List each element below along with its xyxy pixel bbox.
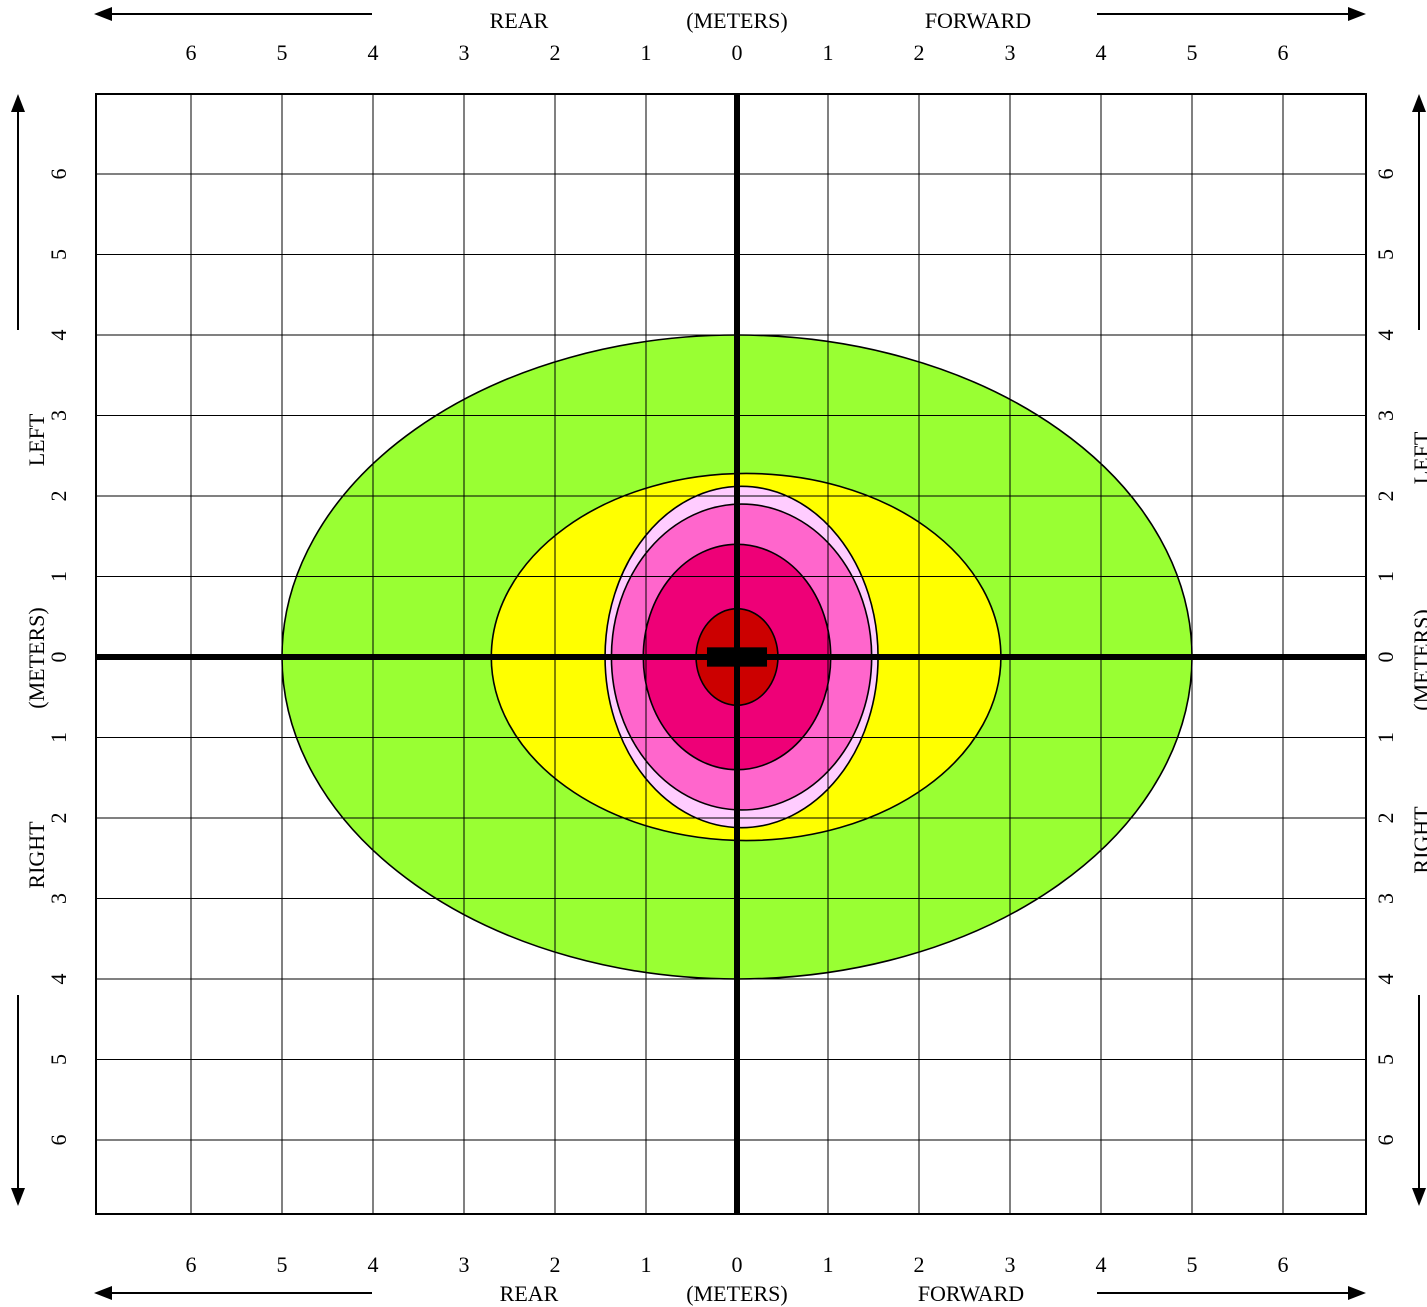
header-rear-arrowhead — [94, 7, 112, 21]
right-side-down-arrowhead — [1412, 1188, 1426, 1206]
center-marker — [706, 647, 768, 667]
right-side-left-label: LEFT — [1409, 431, 1427, 484]
x-tick-label-top: 5 — [1187, 40, 1198, 65]
x-tick-label-top: 2 — [550, 40, 561, 65]
right-side-right-label: RIGHT — [1409, 806, 1427, 874]
x-tick-label-bottom: 6 — [186, 1252, 197, 1277]
x-tick-label-bottom: 4 — [368, 1252, 379, 1277]
x-tick-label-bottom: 1 — [641, 1252, 652, 1277]
x-tick-label-bottom: 3 — [1005, 1252, 1016, 1277]
y-tick-label-left: 3 — [46, 893, 71, 904]
y-tick-label-left: 4 — [46, 330, 71, 341]
x-tick-label-bottom: 6 — [1278, 1252, 1289, 1277]
x-tick-label-top: 1 — [823, 40, 834, 65]
footer-forward-label: FORWARD — [918, 1281, 1024, 1306]
y-tick-label-right: 0 — [1373, 652, 1398, 663]
top-tick-labels: 6 5 4 3 2 1 0 1 2 3 4 5 6 — [186, 40, 1289, 65]
header-units-label: (METERS) — [686, 8, 787, 33]
header-rear-label: REAR — [490, 8, 549, 33]
footer-forward-arrowhead — [1348, 1286, 1366, 1300]
left-side-up-arrowhead — [11, 94, 25, 112]
x-tick-label-top: 6 — [1278, 40, 1289, 65]
x-tick-label-bottom: 1 — [823, 1252, 834, 1277]
y-tick-label-left: 5 — [46, 1054, 71, 1065]
y-tick-label-left: 1 — [46, 732, 71, 743]
y-tick-label-left: 4 — [46, 974, 71, 985]
y-tick-label-right: 3 — [1373, 410, 1398, 421]
x-tick-label-top: 4 — [1096, 40, 1107, 65]
y-tick-label-right: 5 — [1373, 1054, 1398, 1065]
x-tick-label-bottom: 5 — [1187, 1252, 1198, 1277]
footer-units-label: (METERS) — [686, 1281, 787, 1306]
x-tick-label-bottom: 4 — [1096, 1252, 1107, 1277]
y-tick-label-right: 5 — [1373, 249, 1398, 260]
x-tick-label-top: 6 — [186, 40, 197, 65]
x-tick-label-bottom: 0 — [732, 1252, 743, 1277]
left-side-left-label: LEFT — [24, 413, 49, 466]
x-tick-label-bottom: 2 — [914, 1252, 925, 1277]
x-tick-label-top: 5 — [277, 40, 288, 65]
right-side-units-label: (METERS) — [1409, 609, 1427, 710]
x-tick-label-top: 3 — [1005, 40, 1016, 65]
y-tick-label-left: 6 — [46, 1135, 71, 1146]
y-tick-label-left: 2 — [46, 813, 71, 824]
y-tick-label-left: 6 — [46, 169, 71, 180]
y-tick-label-right: 1 — [1373, 732, 1398, 743]
y-tick-label-right: 1 — [1373, 571, 1398, 582]
left-side-right-label: RIGHT — [24, 821, 49, 889]
y-tick-label-right: 4 — [1373, 330, 1398, 341]
footer-rear-arrowhead — [94, 1286, 112, 1300]
x-tick-label-top: 3 — [459, 40, 470, 65]
footer-rear-label: REAR — [500, 1281, 559, 1306]
y-tick-label-left: 5 — [46, 249, 71, 260]
y-tick-label-left: 2 — [46, 491, 71, 502]
y-tick-label-left: 1 — [46, 571, 71, 582]
bottom-tick-labels: 6 5 4 3 2 1 0 1 2 3 4 5 6 — [186, 1252, 1289, 1277]
x-tick-label-top: 1 — [641, 40, 652, 65]
y-tick-label-right: 6 — [1373, 169, 1398, 180]
y-tick-label-right: 4 — [1373, 974, 1398, 985]
left-side-down-arrowhead — [11, 1188, 25, 1206]
header-forward-label: FORWARD — [925, 8, 1031, 33]
x-tick-label-bottom: 3 — [459, 1252, 470, 1277]
x-tick-label-top: 0 — [732, 40, 743, 65]
marker-layer — [706, 647, 768, 667]
y-tick-label-right: 3 — [1373, 893, 1398, 904]
x-tick-label-bottom: 5 — [277, 1252, 288, 1277]
y-tick-label-right: 2 — [1373, 491, 1398, 502]
y-tick-label-left: 3 — [46, 410, 71, 421]
y-tick-label-left: 0 — [46, 652, 71, 663]
y-tick-label-right: 2 — [1373, 813, 1398, 824]
header-forward-arrowhead — [1348, 7, 1366, 21]
x-tick-label-bottom: 2 — [550, 1252, 561, 1277]
y-tick-label-right: 6 — [1373, 1135, 1398, 1146]
x-tick-label-top: 2 — [914, 40, 925, 65]
left-side-units-label: (METERS) — [24, 607, 49, 708]
left-tick-labels: 6 5 4 3 2 1 0 1 2 3 4 5 6 — [46, 169, 71, 1146]
right-side-up-arrowhead — [1412, 94, 1426, 112]
x-tick-label-top: 4 — [368, 40, 379, 65]
right-tick-labels: 6 5 4 3 2 1 0 1 2 3 4 5 6 — [1373, 169, 1398, 1146]
